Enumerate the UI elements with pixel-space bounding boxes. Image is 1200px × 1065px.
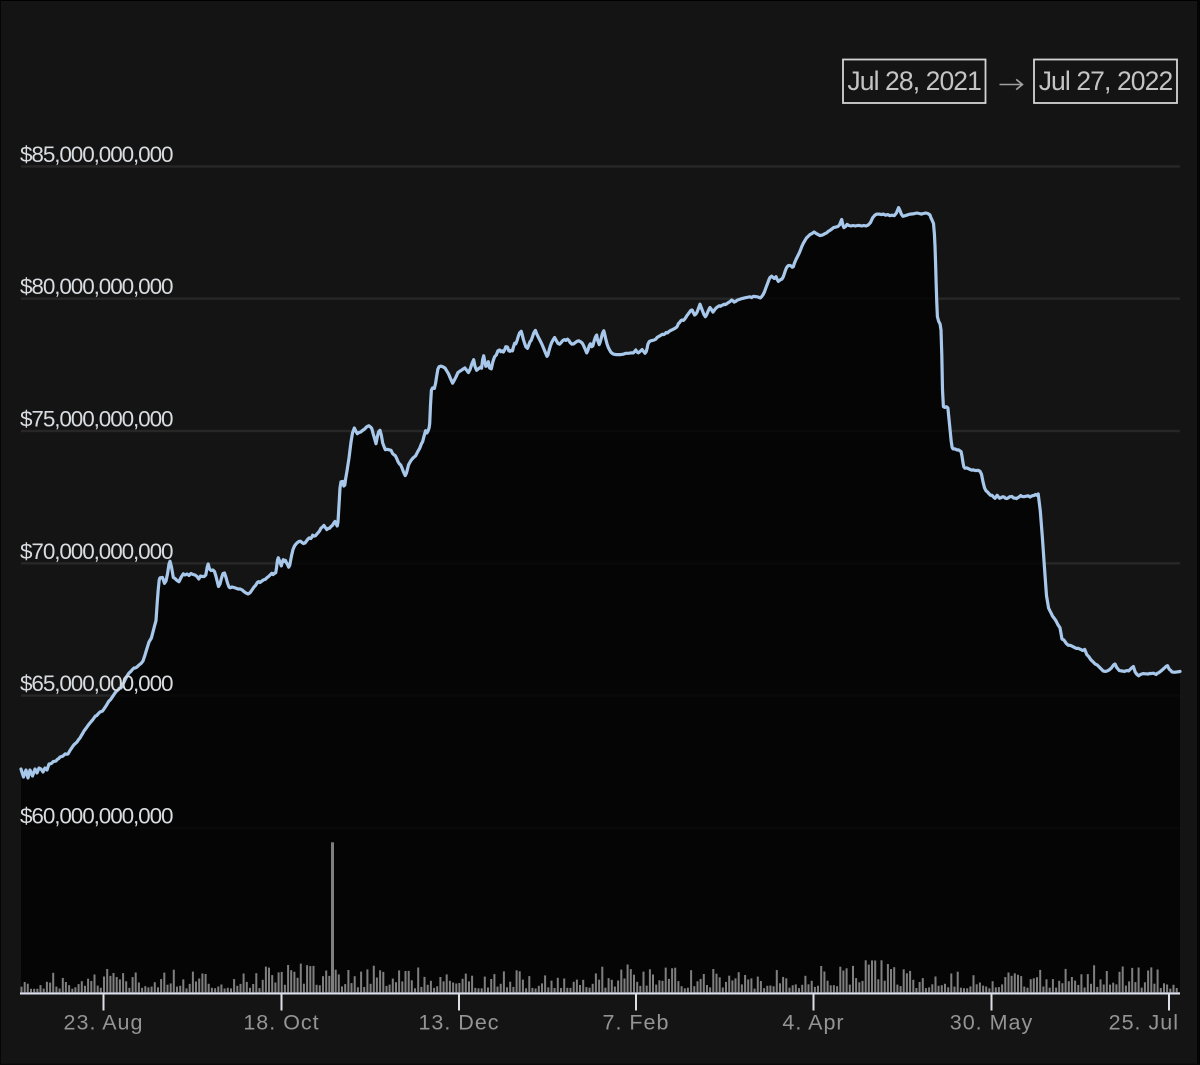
svg-text:$70,000,000,000: $70,000,000,000 — [20, 539, 173, 564]
svg-text:$85,000,000,000: $85,000,000,000 — [20, 142, 173, 167]
svg-text:4. Apr: 4. Apr — [782, 1010, 844, 1034]
svg-text:23. Aug: 23. Aug — [64, 1010, 144, 1034]
svg-text:7. Feb: 7. Feb — [603, 1010, 670, 1034]
svg-text:$65,000,000,000: $65,000,000,000 — [20, 671, 173, 696]
svg-text:Jul 28, 2021: Jul 28, 2021 — [847, 66, 981, 96]
svg-text:13. Dec: 13. Dec — [418, 1010, 499, 1034]
svg-text:18. Oct: 18. Oct — [243, 1010, 319, 1034]
svg-text:$80,000,000,000: $80,000,000,000 — [20, 274, 173, 299]
svg-text:$75,000,000,000: $75,000,000,000 — [20, 407, 173, 432]
svg-text:$60,000,000,000: $60,000,000,000 — [20, 803, 173, 828]
svg-text:Jul 27, 2022: Jul 27, 2022 — [1039, 66, 1173, 96]
svg-text:30. May: 30. May — [950, 1010, 1033, 1034]
svg-text:25. Jul: 25. Jul — [1109, 1010, 1179, 1034]
